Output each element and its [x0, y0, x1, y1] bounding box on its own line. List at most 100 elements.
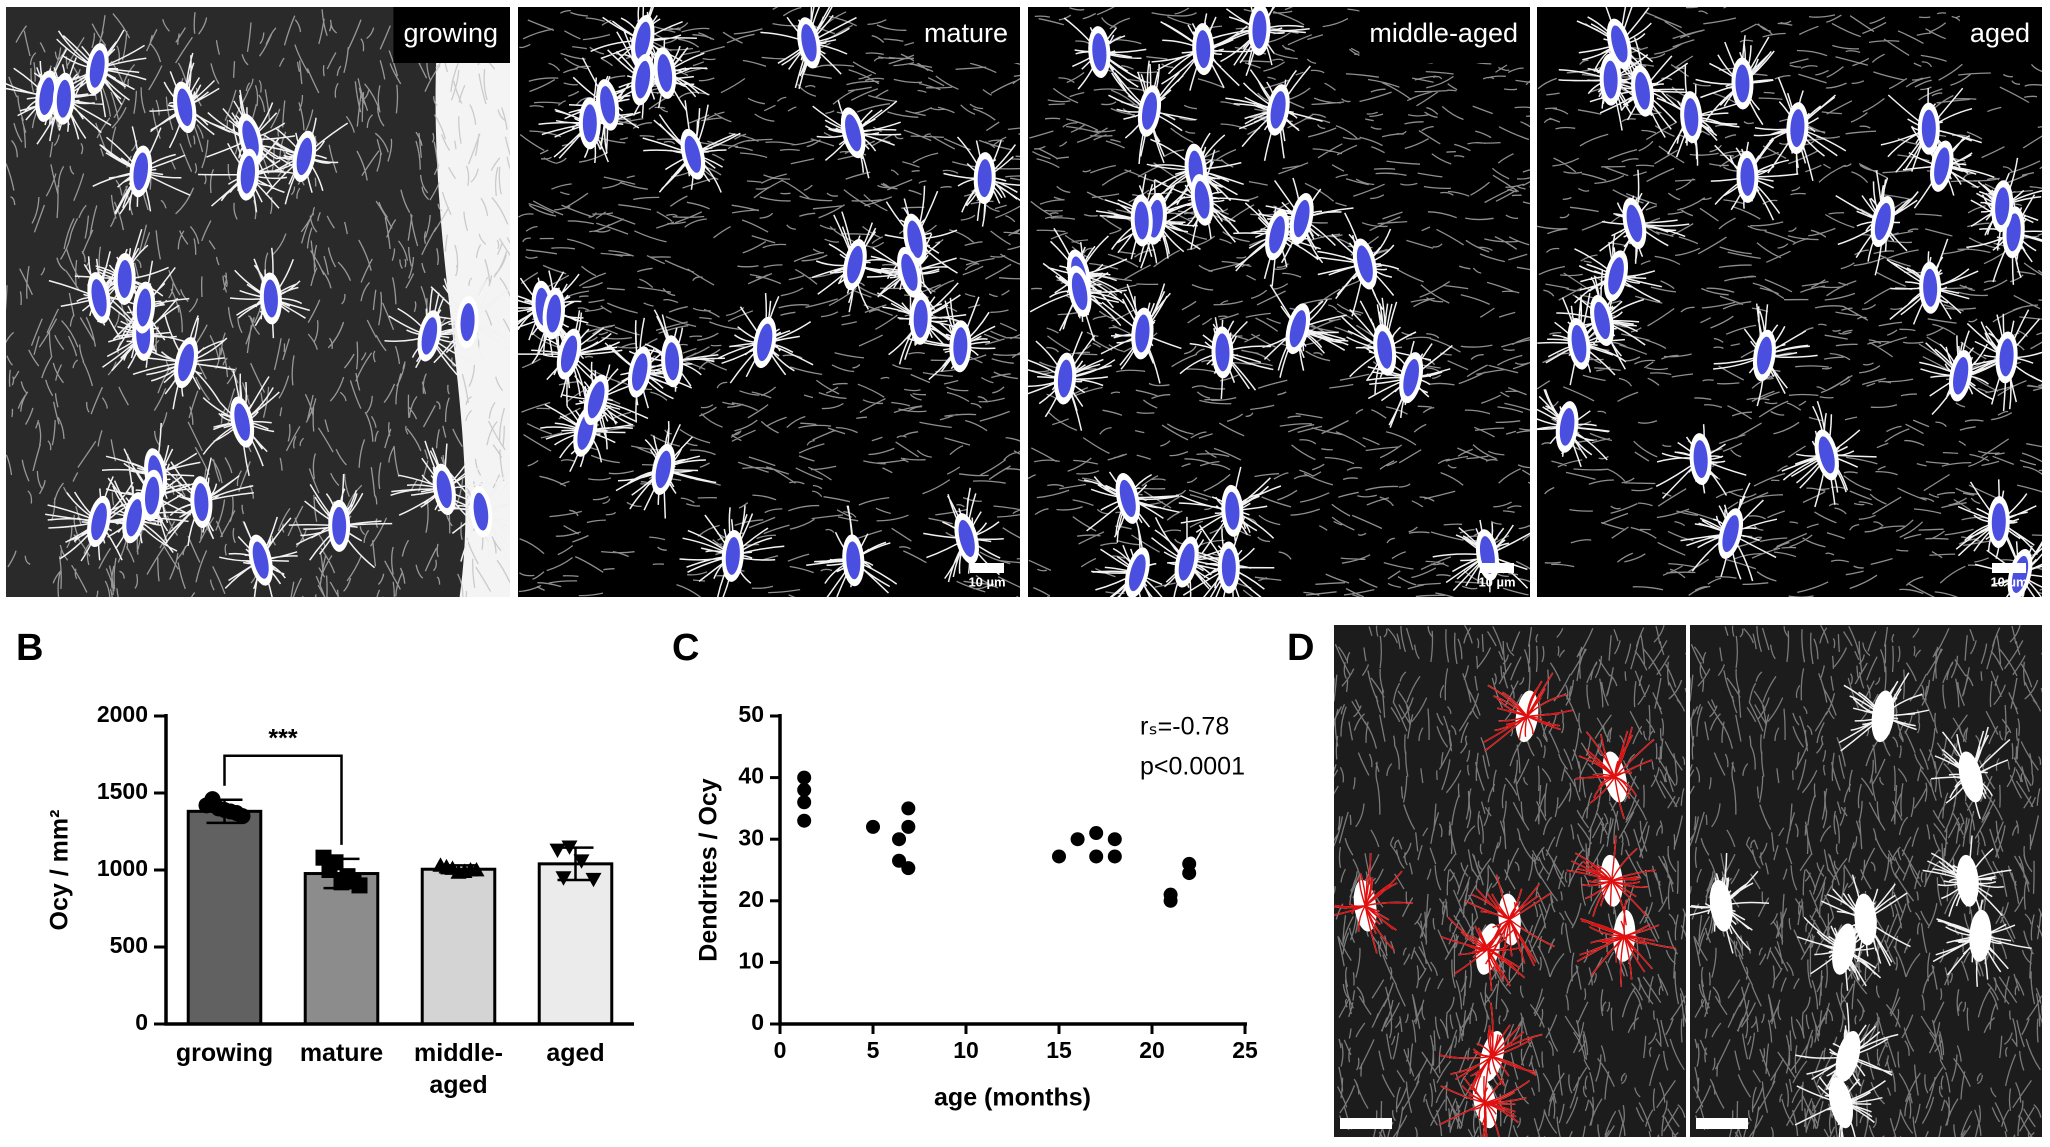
nucleus	[1178, 543, 1195, 581]
annotation: rₛ=-0.78	[1140, 713, 1229, 741]
nucleus	[1611, 25, 1628, 63]
panel-letter: D	[1287, 627, 1314, 669]
nucleus	[977, 159, 992, 198]
cell-glow	[1956, 854, 1979, 907]
nucleus	[1626, 204, 1643, 243]
nucleus	[665, 342, 680, 381]
nucleus	[1757, 336, 1772, 375]
nucleus	[1377, 331, 1393, 369]
panel-tag: middle-aged	[1369, 18, 1518, 48]
nucleus	[1141, 92, 1158, 130]
cell-glow	[1958, 751, 1984, 803]
nucleus	[1196, 30, 1211, 69]
data-point	[1107, 832, 1122, 847]
nucleus	[91, 279, 107, 317]
nucleus	[240, 155, 255, 194]
nucleus	[242, 120, 259, 158]
nucleus	[126, 499, 143, 537]
nucleus	[1934, 147, 1950, 185]
nucleus	[1269, 216, 1285, 254]
panel-tag: growing	[403, 18, 498, 48]
nucleus	[194, 483, 209, 522]
y-tick-label: 50	[738, 701, 764, 727]
data-point	[1089, 849, 1104, 864]
nucleus	[91, 502, 107, 541]
nucleus	[1071, 272, 1088, 310]
nucleus	[136, 288, 152, 327]
nucleus	[1991, 503, 2006, 542]
x-tick-label: 10	[953, 1037, 979, 1063]
cell-glow	[1709, 879, 1733, 932]
nucleus	[600, 86, 616, 124]
nucleus	[801, 24, 817, 62]
data-point	[228, 805, 245, 822]
nucleus	[1092, 33, 1107, 72]
nucleus	[145, 476, 160, 515]
x-tick-label: middle-aged	[414, 1039, 503, 1099]
scale-bar	[1992, 563, 2026, 573]
y-tick-label: 2000	[97, 701, 148, 727]
nucleus	[332, 506, 347, 545]
data-point	[901, 861, 916, 876]
nucleus	[1134, 201, 1149, 240]
bar	[303, 872, 380, 1026]
nucleus	[473, 492, 489, 531]
micrograph	[1334, 625, 1686, 1137]
nucleus	[1722, 515, 1739, 553]
data-point	[573, 854, 590, 869]
nucleus	[657, 54, 673, 92]
data-point	[462, 862, 479, 877]
nucleus	[56, 79, 71, 118]
nucleus	[1603, 60, 1618, 99]
nucleus	[582, 104, 597, 143]
data-point	[345, 872, 362, 889]
nucleus	[1135, 314, 1150, 353]
data-point	[797, 782, 812, 797]
panel-tag-bg	[913, 7, 1020, 63]
x-tick-label: growing	[176, 1039, 273, 1067]
scale-bar	[1340, 1118, 1392, 1129]
cell-glow	[1835, 1031, 1861, 1082]
data-point	[1052, 849, 1066, 864]
nucleus	[546, 294, 562, 333]
nucleus	[1289, 310, 1306, 348]
nucleus	[635, 21, 651, 60]
panel-tag-bg	[1359, 7, 1530, 63]
nucleus	[901, 253, 918, 291]
bar	[537, 862, 614, 1026]
panel-tag: mature	[924, 18, 1008, 48]
x-tick-label: aged	[546, 1039, 604, 1067]
nucleus	[953, 327, 968, 366]
nucleus	[1559, 408, 1575, 446]
nucleus	[655, 450, 672, 489]
nucleus	[587, 381, 605, 419]
significance-label: ***	[268, 724, 297, 752]
panel-tag-bg	[393, 7, 510, 63]
nucleus	[460, 303, 475, 342]
data-point	[216, 801, 233, 818]
nucleus	[1740, 157, 1755, 196]
nucleus	[421, 317, 438, 355]
nucleus	[1594, 301, 1611, 340]
data-point	[1107, 849, 1122, 864]
nucleus	[2006, 213, 2021, 252]
data-point	[321, 862, 338, 878]
nucleus	[1995, 187, 2010, 226]
nucleus	[845, 114, 862, 152]
scale-bar	[1696, 1118, 1748, 1129]
data-point	[1070, 832, 1085, 847]
y-tick-label: 0	[751, 1009, 764, 1035]
y-tick-label: 1500	[97, 778, 148, 804]
nucleus	[1818, 436, 1835, 474]
data-point	[438, 858, 455, 874]
y-tick-label: 0	[135, 1009, 148, 1035]
nucleus	[1215, 333, 1230, 372]
nucleus	[1293, 199, 1310, 238]
nucleus	[1874, 202, 1891, 241]
nucleus	[1119, 479, 1136, 518]
nucleus	[1735, 64, 1750, 103]
y-tick-label: 1000	[97, 855, 148, 881]
data-point	[797, 795, 812, 810]
nucleus	[1684, 98, 1699, 137]
cell-glow	[1832, 923, 1856, 975]
